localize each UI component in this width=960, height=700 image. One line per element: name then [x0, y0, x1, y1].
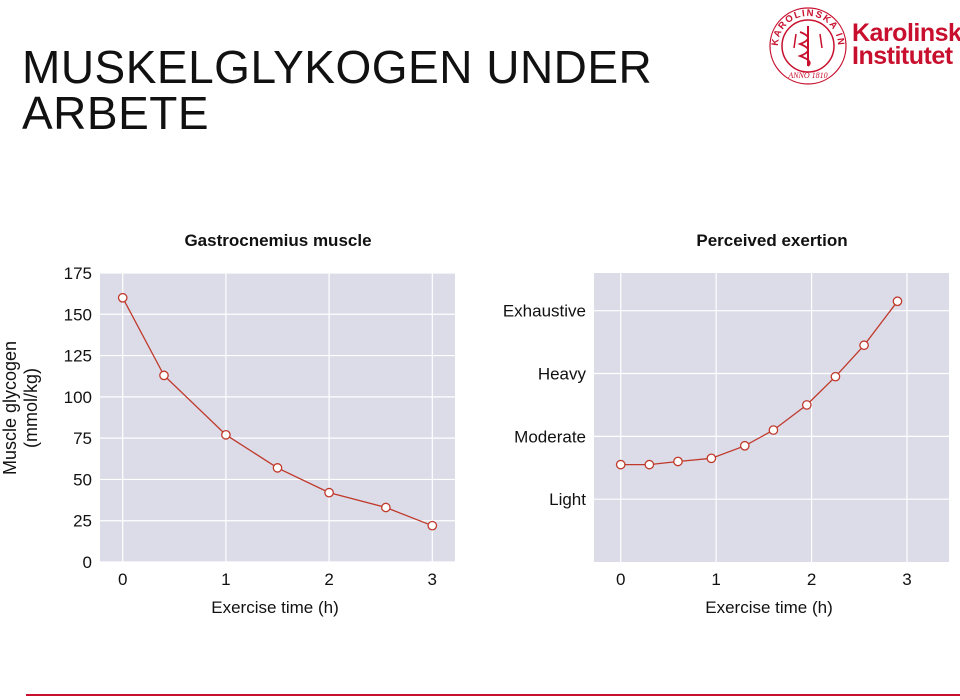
c1-data-point [221, 429, 231, 440]
karolinska-logo[interactable]: Karolinska Institutet [852, 19, 960, 70]
c2-xtick-label: 2 [807, 570, 816, 589]
chart2-series-line [620, 300, 899, 466]
c1-ytick-label: 0 [83, 553, 92, 572]
c2-data-point [801, 400, 812, 410]
c2-ycategory-label: Exhaustive [503, 302, 586, 321]
c1-ytick-label: 150 [64, 305, 92, 324]
c2-data-point [892, 296, 903, 307]
c2-ycategory-label: Heavy [538, 365, 587, 384]
c1-xtick-label: 2 [324, 570, 333, 589]
chart2-plot-area [594, 273, 949, 562]
c1-ytick-label: 50 [73, 470, 92, 489]
c2-data-point [830, 371, 841, 382]
c2-data-point [644, 459, 655, 470]
c2-ycategory-label: Light [549, 490, 586, 509]
c1-ytick-label: 75 [73, 429, 92, 448]
c1-ytick-label: 175 [64, 264, 92, 283]
chart2-xlabel: Exercise time (h) [705, 598, 833, 617]
c1-data-point [117, 292, 128, 303]
c2-data-point [706, 453, 717, 464]
slide-title: MUSKELGLYKOGEN UNDER ARBETE [22, 41, 653, 139]
chart1-ylabel: Muscle glycogen(mmol/kg) [0, 341, 41, 475]
c2-xtick-label: 1 [711, 570, 720, 589]
c1-data-point [272, 463, 283, 473]
chart1-xlabel: Exercise time (h) [211, 598, 339, 617]
c2-data-point [859, 340, 869, 351]
chart1-title: Gastrocnemius muscle [184, 231, 371, 250]
c2-data-point [615, 459, 626, 470]
logo-line2: Institutet [852, 42, 953, 70]
karolinska-seal-icon: KAROLINSKA INSTITUTET ANNO 1810 [764, 4, 847, 85]
c1-xtick-label: 3 [428, 570, 437, 589]
c1-xtick-label: 1 [221, 570, 230, 589]
c2-xtick-label: 3 [902, 570, 911, 589]
c1-data-point [381, 502, 391, 513]
logo-line1: Karolinska [852, 19, 960, 47]
chart1-plot-area [100, 273, 455, 562]
c2-data-point [768, 425, 779, 435]
c1-data-point [324, 487, 334, 498]
c1-data-point [427, 520, 438, 531]
footer-divider [26, 694, 960, 696]
c2-data-point [673, 456, 683, 467]
c2-xtick-label: 0 [616, 570, 625, 589]
svg-text:ANNO 1810: ANNO 1810 [787, 71, 827, 80]
c1-ytick-label: 100 [64, 388, 92, 407]
c1-data-point [159, 370, 169, 381]
c1-xtick-label: 0 [118, 570, 127, 589]
c1-ytick-label: 25 [73, 512, 92, 531]
c1-ytick-label: 125 [64, 347, 92, 366]
c2-ycategory-label: Moderate [514, 427, 586, 446]
c2-data-point [739, 440, 750, 451]
chart2-title: Perceived exertion [696, 231, 847, 250]
